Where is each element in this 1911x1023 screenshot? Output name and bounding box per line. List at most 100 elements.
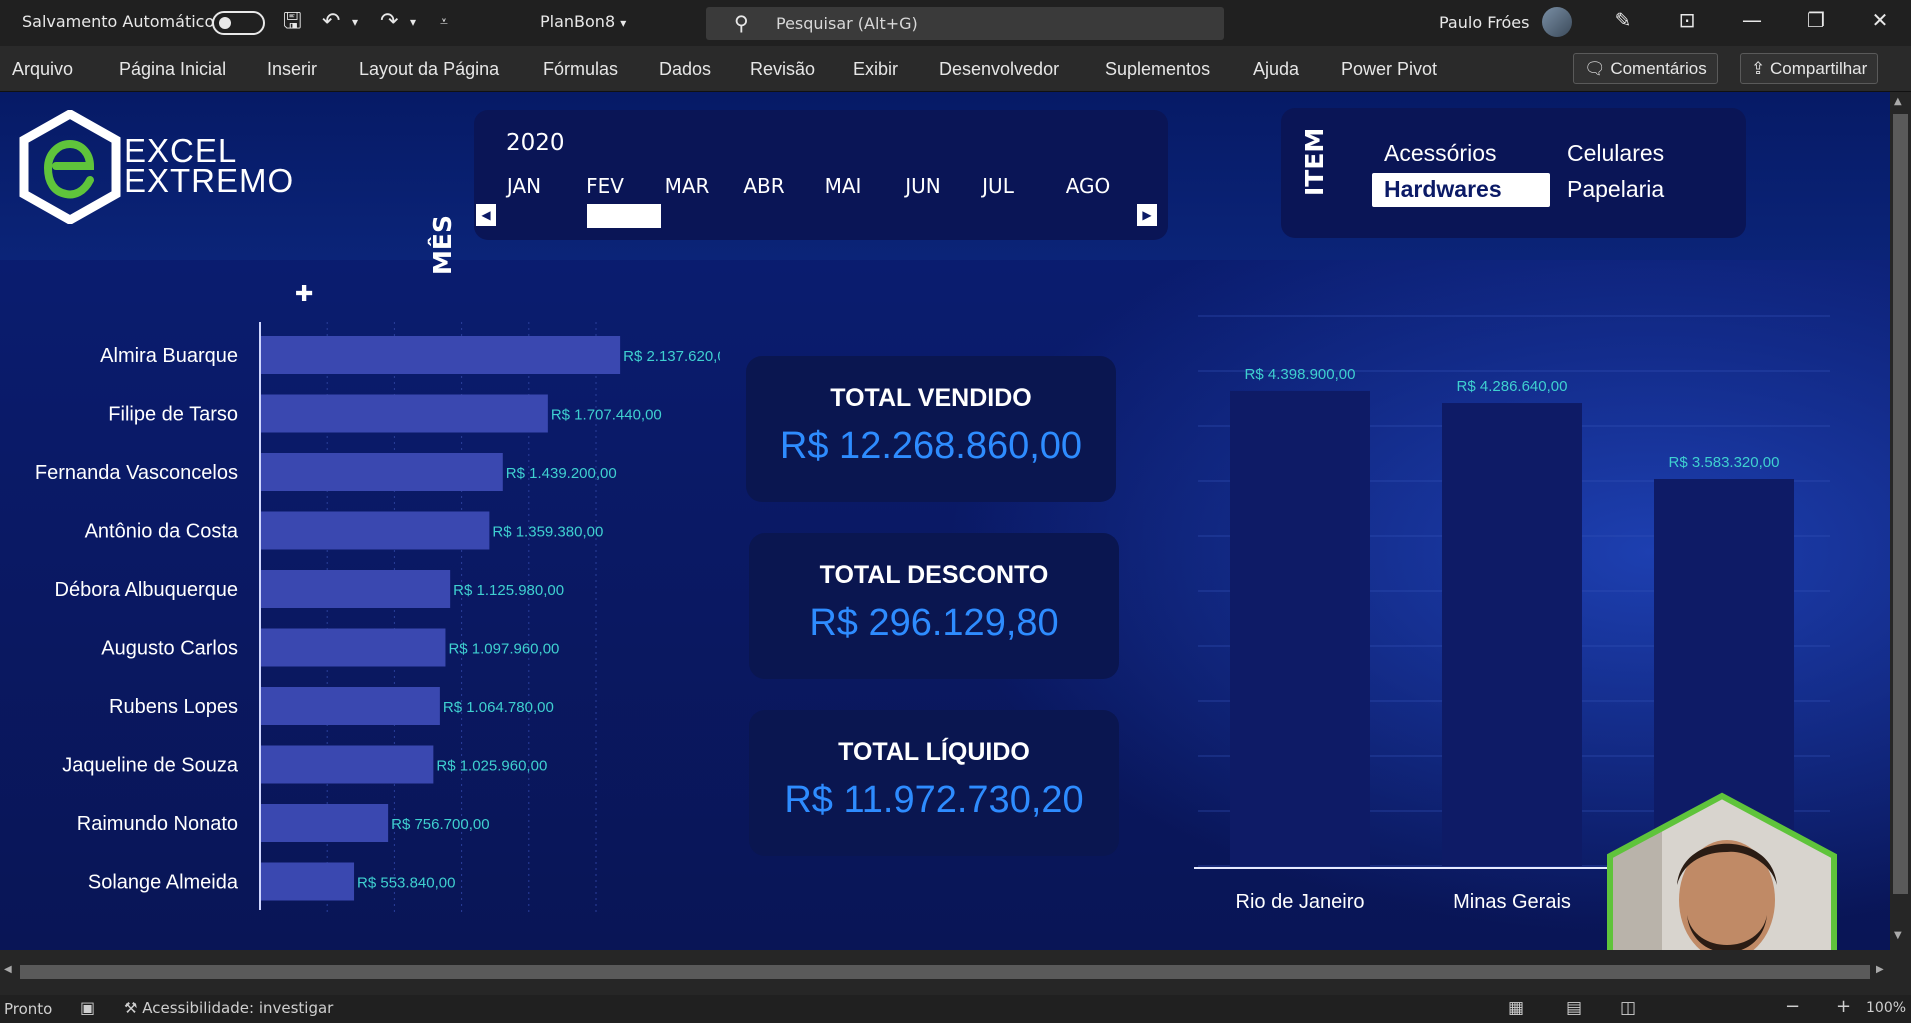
- toggle-knob: [219, 17, 231, 29]
- undo-icon[interactable]: ↶: [322, 9, 341, 34]
- scroll-right-arrow-icon[interactable]: ▶: [1876, 964, 1884, 975]
- macro-record-icon[interactable]: ▣: [80, 998, 96, 1017]
- seller-value-label: R$ 553.840,00: [357, 875, 455, 892]
- kpi-total-vendido: TOTAL VENDIDO R$ 12.268.860,00: [746, 356, 1116, 502]
- scroll-down-icon[interactable]: ▼: [1894, 930, 1902, 941]
- kpi-title: TOTAL LÍQUIDO: [838, 738, 1030, 766]
- comment-icon: 🗨: [1584, 59, 1606, 78]
- seller-value-label: R$ 1.439.200,00: [506, 465, 617, 482]
- accessibility-status[interactable]: ⚒ Acessibilidade: investigar: [124, 999, 333, 1017]
- tab-inserir[interactable]: Inserir: [267, 59, 318, 79]
- seller-value-label: R$ 1.359.380,00: [492, 524, 603, 541]
- zoom-out-icon[interactable]: −: [1785, 996, 1801, 1017]
- item-celulares[interactable]: Celulares: [1567, 140, 1665, 166]
- excel-extremo-logo-icon: [19, 110, 121, 224]
- timeline-selection-handle[interactable]: [587, 204, 661, 228]
- seller-name-label: Augusto Carlos: [101, 638, 238, 660]
- item-acessorios[interactable]: Acessórios: [1384, 140, 1497, 166]
- ribbon-display-icon[interactable]: ⊡: [1678, 8, 1696, 32]
- month-jul[interactable]: JUL: [982, 174, 1014, 198]
- state-category-label: Minas Gerais: [1453, 891, 1571, 913]
- seller-bar: [261, 336, 621, 374]
- state-category-label: Rio de Janeiro: [1236, 891, 1365, 913]
- cell-cursor-icon: ✚: [295, 282, 314, 307]
- minimize-icon[interactable]: —: [1742, 8, 1762, 32]
- month-jun[interactable]: JUN: [905, 174, 941, 198]
- month-mar[interactable]: MAR: [664, 174, 710, 198]
- tab-suplementos[interactable]: Suplementos: [1105, 59, 1211, 79]
- month-jan[interactable]: JAN: [506, 174, 542, 198]
- seller-value-label: R$ 1.097.960,00: [448, 641, 559, 658]
- tab-revisao[interactable]: Revisão: [750, 59, 816, 79]
- worksheet-dashboard[interactable]: EXCEL EXTREMO MÊS 2020 JAN FEV MAR ABR M…: [0, 92, 1890, 950]
- scroll-left-icon[interactable]: ◀: [476, 204, 496, 226]
- item-papelaria[interactable]: Papelaria: [1567, 176, 1665, 202]
- seller-value-label: R$ 1.064.780,00: [443, 699, 554, 716]
- seller-name-label: Almira Buarque: [100, 345, 238, 367]
- seller-name-label: Raimundo Nonato: [77, 813, 238, 835]
- month-mai[interactable]: MAI: [824, 174, 862, 198]
- presenter-webcam-overlay: [1607, 792, 1837, 950]
- month-fev[interactable]: FEV: [586, 174, 624, 198]
- seller-bar: [261, 511, 490, 550]
- tab-dados[interactable]: Dados: [659, 59, 712, 79]
- normal-view-icon[interactable]: ▦: [1508, 998, 1525, 1018]
- month-abr[interactable]: ABR: [743, 174, 785, 198]
- vertical-scroll-thumb[interactable]: [1893, 114, 1908, 894]
- search-box[interactable]: ⚲ Pesquisar (Alt+G): [706, 7, 1224, 40]
- item-slicer-label: ITEM: [1300, 127, 1329, 196]
- ribbon-tabs: Arquivo Página Inicial Inserir Layout da…: [0, 46, 1911, 92]
- seller-name-label: Débora Albuquerque: [55, 579, 238, 601]
- share-label: Compartilhar: [1769, 59, 1868, 78]
- comments-button[interactable]: 🗨 Comentários: [1573, 53, 1718, 84]
- month-ago[interactable]: AGO: [1065, 174, 1111, 198]
- state-column: [1230, 390, 1370, 866]
- avatar[interactable]: [1542, 7, 1572, 37]
- tab-desenvolvedor[interactable]: Desenvolvedor: [939, 59, 1060, 79]
- tab-power-pivot[interactable]: Power Pivot: [1341, 59, 1438, 79]
- tab-ajuda[interactable]: Ajuda: [1253, 59, 1300, 79]
- kpi-total-liquido: TOTAL LÍQUIDO R$ 11.972.730,20: [749, 710, 1119, 856]
- logo-line-2: EXTREMO: [124, 162, 295, 199]
- item-hardwares-selected[interactable]: Hardwares: [1372, 173, 1550, 207]
- comments-label: Comentários: [1610, 59, 1707, 78]
- file-name[interactable]: PlanBon8 ▾: [540, 12, 626, 31]
- status-ready: Pronto: [4, 1000, 53, 1018]
- horizontal-scroll-thumb[interactable]: [20, 965, 1870, 979]
- seller-value-label: R$ 1.125.980,00: [453, 582, 564, 599]
- seller-bar: [261, 804, 389, 842]
- zoom-in-icon[interactable]: +: [1836, 996, 1852, 1017]
- autosave-toggle[interactable]: [212, 11, 265, 35]
- kpi-value: R$ 11.972.730,20: [784, 779, 1084, 821]
- accessibility-icon: ⚒: [124, 999, 138, 1017]
- vertical-scrollbar[interactable]: ▲ ▼: [1890, 92, 1911, 950]
- save-icon[interactable]: 🖫: [283, 9, 302, 34]
- timeline-year: 2020: [506, 130, 565, 156]
- close-icon[interactable]: ✕: [1871, 8, 1889, 32]
- undo-dropdown-icon[interactable]: ▾: [352, 15, 359, 29]
- scroll-left-arrow-icon[interactable]: ◀: [4, 964, 12, 975]
- tab-exibir[interactable]: Exibir: [853, 59, 899, 79]
- zoom-level[interactable]: 100%: [1866, 1000, 1907, 1016]
- scroll-up-icon[interactable]: ▲: [1894, 96, 1902, 107]
- tab-formulas[interactable]: Fórmulas: [543, 59, 619, 79]
- tab-layout-da-pagina[interactable]: Layout da Página: [359, 59, 500, 79]
- redo-icon[interactable]: ↷: [380, 9, 399, 34]
- horizontal-scrollbar[interactable]: ◀ ▶: [0, 950, 1911, 995]
- restore-icon[interactable]: ❐: [1807, 8, 1825, 32]
- file-menu-chevron-icon: ▾: [620, 16, 627, 30]
- redo-dropdown-icon[interactable]: ▾: [410, 15, 417, 29]
- tab-arquivo[interactable]: Arquivo: [12, 59, 74, 79]
- tab-pagina-inicial[interactable]: Página Inicial: [119, 59, 227, 79]
- state-column: [1442, 403, 1582, 866]
- seller-name-label: Jaqueline de Souza: [62, 755, 239, 777]
- scroll-right-icon[interactable]: ▶: [1137, 204, 1157, 226]
- page-break-view-icon[interactable]: ◫: [1620, 998, 1637, 1018]
- customize-toolbar-icon[interactable]: ⩡: [440, 14, 448, 30]
- kpi-value: R$ 296.129,80: [809, 602, 1059, 644]
- seller-value-label: R$ 1.025.960,00: [436, 758, 547, 775]
- page-layout-view-icon[interactable]: ▤: [1566, 998, 1583, 1018]
- user-name[interactable]: Paulo Fróes: [1439, 13, 1530, 32]
- pen-icon[interactable]: ✎: [1614, 8, 1632, 32]
- share-button[interactable]: ⇪ Compartilhar: [1740, 53, 1879, 84]
